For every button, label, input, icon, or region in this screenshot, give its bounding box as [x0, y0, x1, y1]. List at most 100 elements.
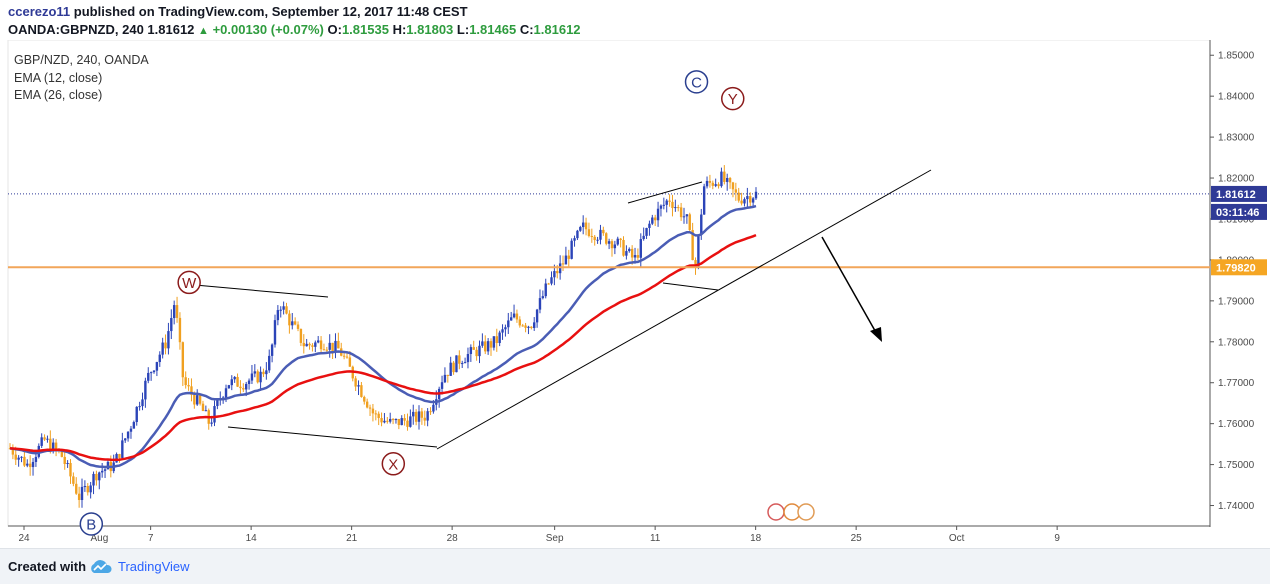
candle-body — [754, 191, 758, 199]
candle-body — [115, 454, 118, 463]
wave-w-upper-line — [194, 284, 329, 298]
candle-body — [227, 385, 231, 389]
x-tick-label: 18 — [750, 533, 762, 544]
x-tick-label: Oct — [949, 533, 965, 544]
candle-body — [720, 171, 723, 187]
candle-body — [472, 347, 475, 350]
candle-body — [685, 214, 689, 217]
open-value: 1.81535 — [341, 22, 389, 37]
candle-body — [319, 340, 323, 350]
ema12-line — [9, 204, 757, 469]
y-tick-label: 1.79000 — [1218, 296, 1255, 307]
candle-body — [126, 431, 130, 439]
candle-body — [354, 378, 357, 387]
candle-body — [181, 342, 185, 378]
candle-body — [544, 283, 547, 297]
candle-body — [383, 420, 386, 423]
candle-body — [360, 385, 363, 397]
candle-body — [259, 371, 262, 383]
candle-body — [668, 200, 671, 202]
footer-bar: Created with TradingView — [0, 548, 1270, 584]
candle-body — [515, 313, 519, 320]
tradingview-link[interactable]: TradingView — [118, 559, 190, 574]
candle-body — [567, 255, 570, 259]
wave-label-c: C — [691, 74, 702, 91]
candle-body — [628, 248, 631, 252]
candle-body — [230, 379, 233, 386]
x-tick-label: 24 — [18, 533, 30, 544]
level-price-tag: 1.79820 — [1216, 262, 1256, 274]
candle-body — [282, 306, 285, 310]
candle-body — [377, 413, 380, 419]
candle-body — [337, 340, 340, 349]
candle-body — [466, 353, 470, 363]
candle-body — [164, 342, 167, 349]
candle-body — [242, 388, 245, 390]
candle-body — [83, 486, 87, 488]
candle-body — [717, 184, 720, 187]
candle-body — [77, 493, 81, 501]
candle-body — [734, 189, 738, 193]
wave-label-circle — [721, 86, 745, 111]
candle-body — [541, 296, 545, 299]
y-tick-label: 1.76000 — [1218, 419, 1255, 430]
event-flag — [797, 503, 815, 521]
wave-label-y: Y — [728, 91, 738, 108]
candle-body — [674, 207, 677, 209]
candle-body — [691, 230, 694, 261]
last-price-tag: 1.81612 — [1216, 189, 1256, 201]
price-change: +0.00130 (+0.07%) — [212, 22, 324, 37]
x-tick-label: 7 — [148, 533, 154, 544]
y-tick-label: 1.82000 — [1218, 174, 1255, 185]
candle-body — [155, 362, 159, 371]
projection-arrow-shaft — [821, 236, 879, 337]
candle-body — [613, 244, 617, 249]
candle-body — [486, 341, 490, 352]
candle-body — [224, 388, 228, 398]
candle-body — [124, 438, 127, 441]
candle-body — [147, 372, 150, 381]
author-name[interactable]: ccerezo11 — [8, 4, 71, 19]
candle-body — [34, 456, 38, 462]
candle-body — [331, 342, 334, 352]
candle-body — [311, 345, 314, 347]
candle-body — [161, 342, 164, 355]
candle-body — [688, 214, 691, 231]
candle-body — [495, 336, 498, 344]
candle-body — [244, 384, 248, 390]
candle-body — [75, 483, 78, 494]
candle-body — [723, 171, 726, 182]
candle-body — [547, 283, 550, 285]
candle-body — [170, 318, 173, 332]
candle-body — [302, 342, 305, 347]
candle-body — [423, 417, 426, 421]
candle-body — [118, 454, 121, 458]
candle-body — [397, 418, 401, 426]
candle-body — [596, 239, 599, 241]
tradingview-cloud-icon — [91, 560, 112, 573]
candle-body — [288, 313, 291, 326]
candle-body — [20, 456, 23, 458]
candle-body — [414, 411, 418, 422]
candle-body — [656, 208, 660, 221]
candle-body — [386, 420, 389, 422]
candle-body — [521, 325, 524, 327]
candle-body — [642, 235, 645, 240]
candle-body — [737, 192, 740, 201]
candle-body — [265, 370, 268, 375]
candle-body — [556, 271, 559, 274]
candle-body — [279, 309, 282, 311]
candle-body — [452, 362, 455, 373]
candle-body — [66, 463, 69, 465]
candle-body — [198, 395, 202, 404]
candle-body — [262, 371, 265, 375]
candle-body — [69, 463, 72, 477]
candle-body — [558, 263, 562, 274]
candle-body — [475, 349, 478, 357]
price-chart[interactable]: 1.850001.840001.830001.820001.810001.800… — [0, 40, 1270, 548]
candle-body — [100, 470, 104, 473]
candle-body — [449, 362, 452, 376]
candle-body — [746, 196, 749, 200]
candle-body — [31, 461, 35, 468]
candle-body — [363, 396, 366, 402]
